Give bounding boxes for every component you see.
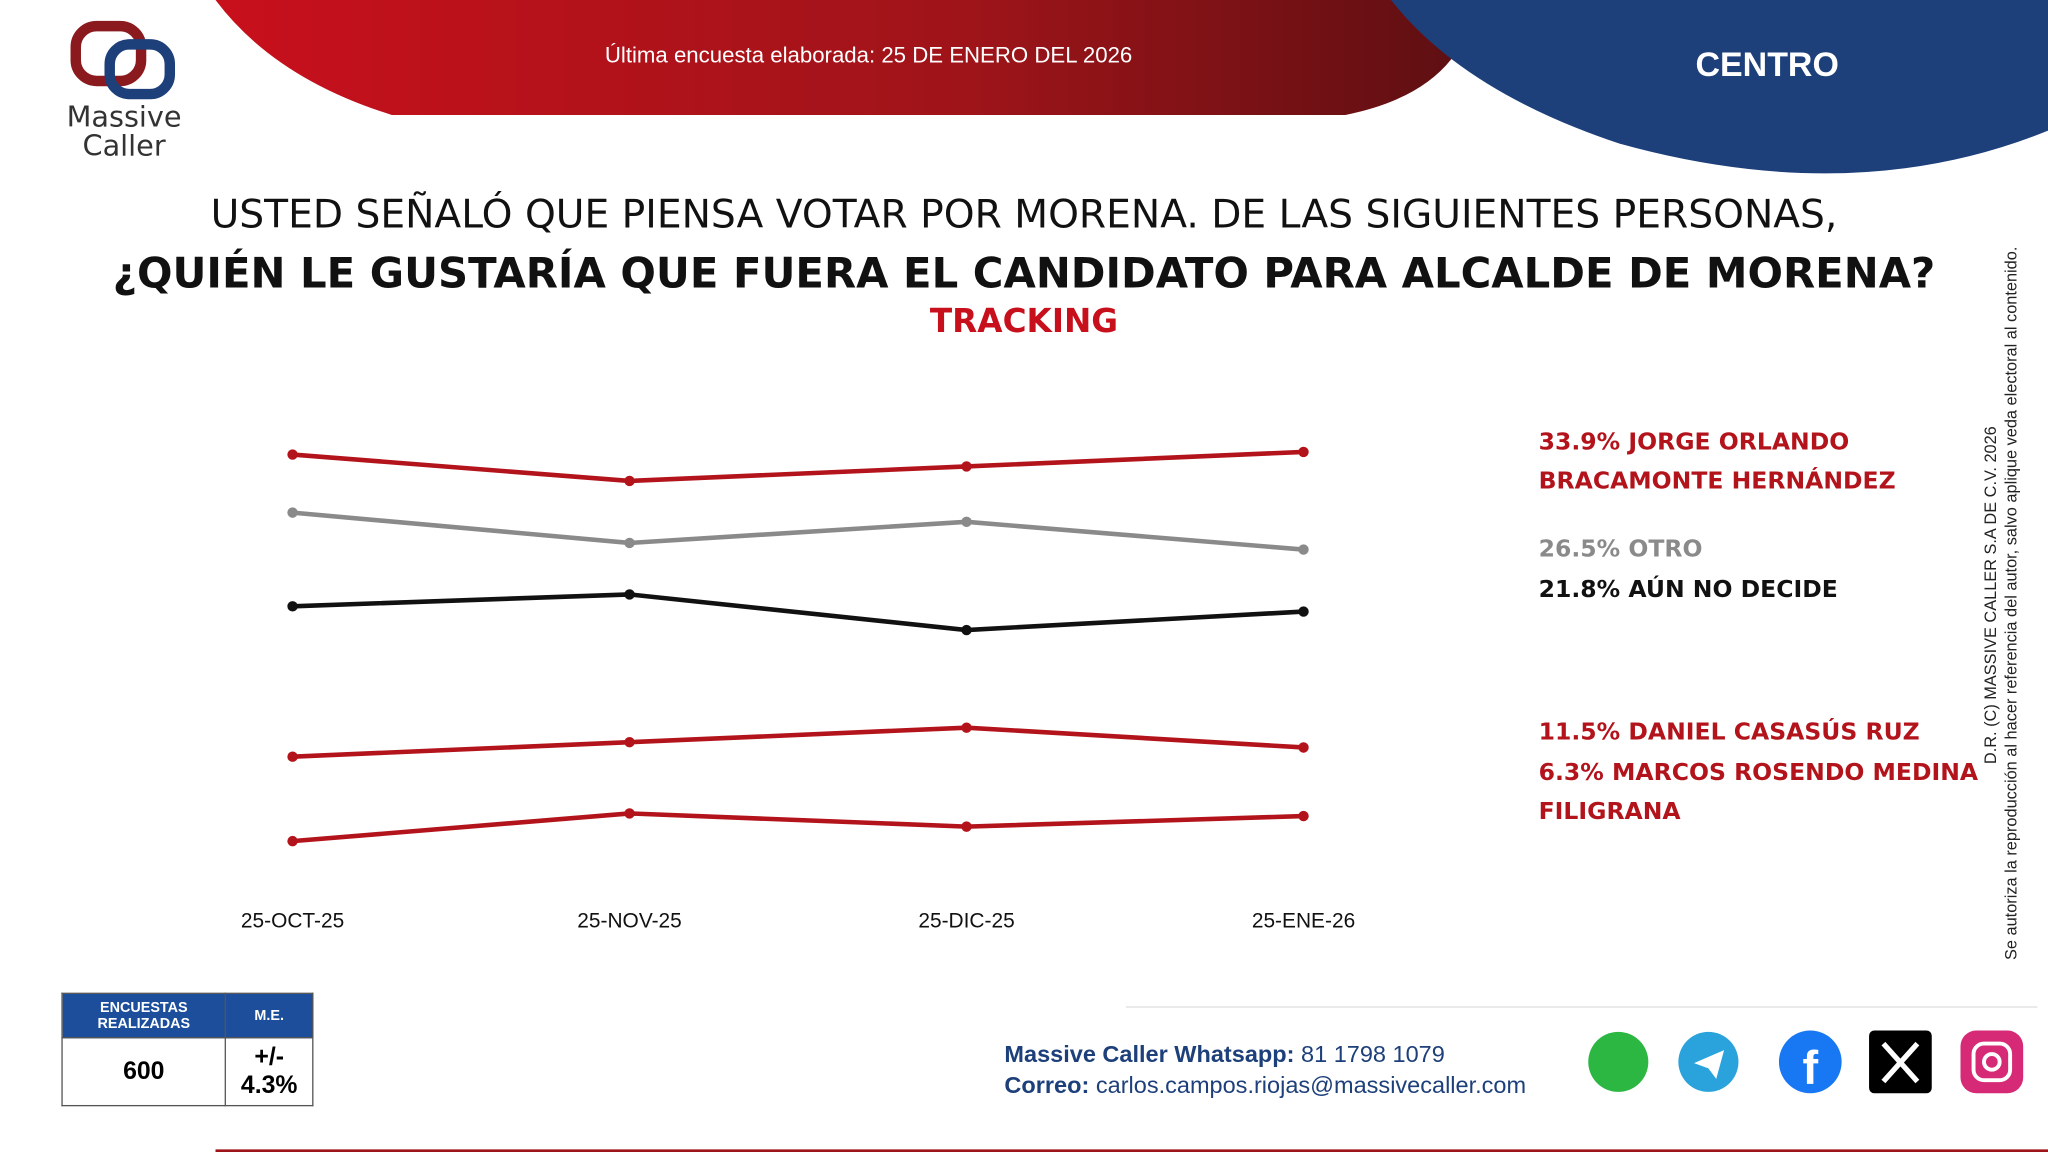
data-point <box>624 475 635 487</box>
copyright-line: Se autoriza la reproducción al hacer ref… <box>2002 246 2021 960</box>
survey-date: Última encuesta elaborada: 25 DE ENERO D… <box>604 43 1133 68</box>
title-line: USTED SEÑALÓ QUE PIENSA VOTAR POR MORENA… <box>210 191 1838 238</box>
data-point <box>961 516 972 528</box>
data-point <box>624 808 635 819</box>
series-name: AÚN NO DECIDE <box>1628 575 1838 604</box>
table-cell: +/- 4.3% <box>224 1037 314 1107</box>
header-band <box>215 0 1476 115</box>
value-label: 21.8% <box>1538 575 1621 604</box>
data-point <box>961 722 972 733</box>
data-point <box>287 751 298 762</box>
survey-table: ENCUESTAS REALIZADAS M.E. 600 +/- 4.3% <box>61 992 314 1107</box>
legend-item: 6.3% MARCOS ROSENDO MEDINA FILIGRANA <box>1539 754 1983 832</box>
data-point <box>624 537 635 549</box>
value-label: 11.5% <box>1538 718 1621 746</box>
data-point <box>624 736 635 748</box>
x-tick-label: 25-OCT-25 <box>240 910 345 933</box>
series-line <box>292 510 1304 552</box>
data-point <box>1298 446 1309 458</box>
copyright-line: D.R. (C) MASSIVE CALLER S.A DE C.V. 2026 <box>1981 426 2000 765</box>
copyright: D.R. (C) MASSIVE CALLER S.A DE C.V. 2026… <box>1980 176 2022 960</box>
table-header: M.E. <box>224 992 314 1039</box>
data-point <box>1298 810 1309 822</box>
value-label: 6.3% <box>1538 758 1604 787</box>
region-band <box>1391 0 2048 174</box>
data-point <box>1298 544 1309 555</box>
value-label: 33.9% <box>1538 428 1621 456</box>
logo-line: Caller <box>82 130 166 164</box>
data-point <box>287 449 298 460</box>
region: CENTRO <box>1695 44 1839 84</box>
logo-line: Massive <box>66 101 182 135</box>
contact-value: carlos.campos.riojas@massivecaller.com <box>1095 1072 1527 1099</box>
series-name: OTRO <box>1628 535 1703 563</box>
series-name: DANIEL CASASÚS RUZ <box>1628 718 1920 746</box>
logo-icon <box>70 20 176 100</box>
data-point <box>1298 742 1309 753</box>
whatsapp-icon[interactable] <box>1588 1031 1649 1092</box>
data-point <box>287 601 298 612</box>
facebook-icon[interactable] <box>1778 1030 1842 1094</box>
legend-item: 21.8% AÚN NO DECIDE <box>1539 571 1983 610</box>
x-tick-label: 25-ENE-26 <box>1251 910 1356 933</box>
contact-label: Massive Caller Whatsapp: <box>1004 1040 1295 1068</box>
legend-item: 26.5% OTRO <box>1539 530 1983 569</box>
value-label: 26.5% <box>1538 535 1621 563</box>
chart-subtitle: TRACKING <box>929 301 1119 340</box>
logo-text: Massive Caller <box>39 104 209 161</box>
data-point <box>287 835 298 847</box>
contact-label: Correo: <box>1004 1072 1090 1099</box>
series-line <box>292 811 1304 844</box>
data-point <box>1298 606 1309 617</box>
data-point <box>287 507 298 518</box>
chart <box>287 446 1309 847</box>
table-header: ENCUESTAS REALIZADAS <box>61 992 227 1039</box>
social-icons: f <box>1588 1030 2024 1094</box>
contact: Massive Caller Whatsapp: 81 1798 1079 Co… <box>1004 1038 1526 1101</box>
legend-item: 33.9% JORGE ORLANDO BRACAMONTE HERNÁNDEZ <box>1539 423 1983 501</box>
series-line <box>292 449 1304 484</box>
legend-item: 11.5% DANIEL CASASÚS RUZ <box>1539 713 1983 752</box>
x-tick-label: 25-DIC-25 <box>918 910 1015 933</box>
svg-text:f: f <box>1802 1041 1818 1094</box>
contact-value: 81 1798 1079 <box>1301 1040 1445 1068</box>
series-name: JORGE ORLANDO BRACAMONTE HERNÁNDEZ <box>1538 428 1896 496</box>
series-line <box>292 725 1304 759</box>
series-line <box>292 592 1304 633</box>
data-point <box>961 821 972 832</box>
instagram-icon[interactable] <box>1960 1030 2024 1094</box>
x-tick-label: 25-NOV-25 <box>577 910 682 933</box>
data-point <box>961 624 972 636</box>
data-point <box>624 589 635 600</box>
series-name: MARCOS ROSENDO MEDINA FILIGRANA <box>1538 758 1979 826</box>
data-point <box>961 461 972 472</box>
title-line: ¿QUIÉN LE GUSTARÍA QUE FUERA EL CANDIDAT… <box>112 248 1936 298</box>
table-cell: 600 <box>61 1037 227 1107</box>
